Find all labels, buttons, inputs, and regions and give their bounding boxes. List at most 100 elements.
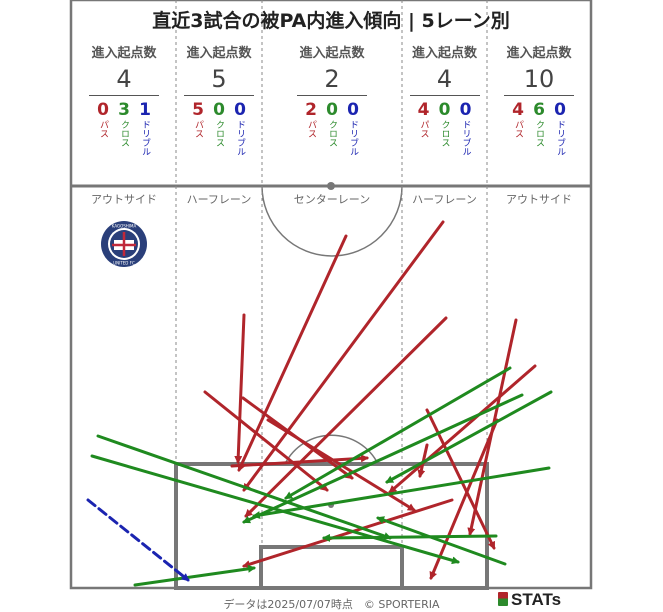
breakdown-cross-count: 6 [533,100,545,120]
lane-label-outside-right: アウトサイド [506,193,572,206]
breakdown-dribble: 0 ドリブル [552,100,568,156]
lane-total: 5 [211,65,227,93]
breakdown-pass: 4 パス [510,100,526,156]
breakdown-pass: 4 パス [416,100,432,156]
lane-label-center: センターレーン [293,193,371,206]
cross-arrow [385,390,553,484]
cross-arrow [96,434,392,540]
breakdown-dribble: 0 ドリブル [458,100,474,156]
breakdown-pass-label: パス [98,120,108,138]
breakdown-dribble-label: ドリブル [235,120,245,156]
breakdown-dribble-count: 0 [554,100,566,120]
cross-arrow [322,533,498,542]
lane-stat-block: 進入起点数 5 5 パス 0 クロス 0 ドリブル [176,42,262,156]
footer-credit: データは2025/07/07時点 © SPORTERIA [223,598,440,611]
pass-arrow [203,390,329,492]
breakdown-cross-label: クロス [214,120,224,147]
breakdown-pass: 0 パス [95,100,111,156]
cross-arrow [252,466,551,519]
lane-divider-rule [184,95,254,96]
breakdown-dribble: 0 ドリブル [232,100,248,156]
breakdown-cross-count: 0 [213,100,225,120]
penalty-arc [284,434,379,465]
cross-arrow [284,366,512,500]
page-title: 直近3試合の被PA内進入傾向 | 5レーン別 [152,10,510,32]
breakdown-pass-count: 4 [512,100,524,120]
lane-divider-rule [89,95,159,96]
lane-breakdown: 4 パス 0 クロス 0 ドリブル [402,100,487,156]
breakdown-cross-label: クロス [534,120,544,147]
breakdown-dribble-label: ドリブル [348,120,358,156]
breakdown-pass-label: パス [513,120,523,138]
breakdown-dribble-count: 0 [347,100,359,120]
lane-stat-header: 進入起点数 [186,46,252,61]
pass-arrow [237,234,348,472]
breakdown-pass-label: パス [306,120,316,138]
lane-breakdown: 0 パス 3 クロス 1 ドリブル [72,100,176,156]
breakdown-dribble-label: ドリブル [460,120,471,156]
breakdown-dribble: 0 ドリブル [345,100,361,156]
breakdown-dribble-label: ドリブル [140,120,150,156]
breakdown-pass-label: パス [193,120,203,138]
brand-text: STATs [511,590,562,609]
breakdown-pass: 5 パス [190,100,206,156]
breakdown-cross: 3 クロス [116,100,132,156]
cross-arrow [133,564,256,587]
breakdown-dribble-count: 0 [459,100,472,120]
team-logo: KAGOSHIMA UNITED FC [101,221,147,267]
breakdown-pass-label: パス [418,120,429,138]
lane-stat-block: 進入起点数 4 4 パス 0 クロス 0 ドリブル [402,42,487,156]
lane-breakdown: 5 パス 0 クロス 0 ドリブル [176,100,262,156]
cross-arrow [376,516,507,566]
pass-arrow [234,313,246,464]
breakdown-dribble-label: ドリブル [555,120,565,156]
breakdown-cross: 0 クロス [211,100,227,156]
lane-stat-header: 進入起点数 [91,46,157,61]
breakdown-cross: 6 クロス [531,100,547,156]
pass-arrow [230,454,369,468]
breakdown-dribble-count: 0 [234,100,246,120]
breakdown-pass-count: 2 [305,100,317,120]
breakdown-cross-label: クロス [119,120,129,147]
lane-divider-rule [409,95,480,96]
breakdown-pass-count: 5 [192,100,204,120]
lane-stat-header: 進入起点数 [506,46,572,61]
breakdown-pass-count: 4 [417,100,430,120]
breakdown-cross-count: 3 [118,100,130,120]
lane-label-outside-left: アウトサイド [91,193,157,206]
lane-divider-rule [297,95,367,96]
lane-total: 4 [436,65,453,93]
breakdown-dribble-count: 1 [139,100,151,120]
center-spot [327,182,335,190]
pass-arrow [388,364,537,494]
lane-breakdown: 4 パス 6 クロス 0 ドリブル [487,100,591,156]
goal-area [259,545,404,590]
lane-stat-header: 進入起点数 [299,46,365,61]
breakdown-cross: 0 クロス [324,100,340,156]
cross-arrow [242,393,524,524]
lane-stat-block: 進入起点数 2 2 パス 0 クロス 0 ドリブル [262,42,402,156]
lane-total: 2 [324,65,340,93]
center-circle [261,185,403,257]
logo-text-top: KAGOSHIMA [112,224,137,229]
pass-arrow [244,316,448,518]
lane-stat-block: 進入起点数 10 4 パス 6 クロス 0 ドリブル [487,42,591,156]
breakdown-pass: 2 パス [303,100,319,156]
dribble-arrow [86,498,190,582]
lane-stat-block: 進入起点数 4 0 パス 3 クロス 1 ドリブル [72,42,176,156]
lane-total: 10 [523,65,555,93]
lane-stat-header: 進入起点数 [411,46,477,61]
breakdown-cross: 0 クロス [437,100,453,156]
lane-divider-rule [504,95,574,96]
breakdown-cross-count: 0 [326,100,338,120]
breakdown-pass-count: 0 [97,100,109,120]
lane-total: 4 [116,65,132,93]
pass-arrow [429,418,499,580]
lane-label-halfspace-left: ハーフレーン [186,193,252,206]
breakdown-cross-label: クロス [327,120,337,147]
breakdown-dribble: 1 ドリブル [137,100,153,156]
brand-logo: STATs [498,590,561,610]
lane-label-halfspace-right: ハーフレーン [412,193,477,206]
pass-arrow [242,498,454,568]
